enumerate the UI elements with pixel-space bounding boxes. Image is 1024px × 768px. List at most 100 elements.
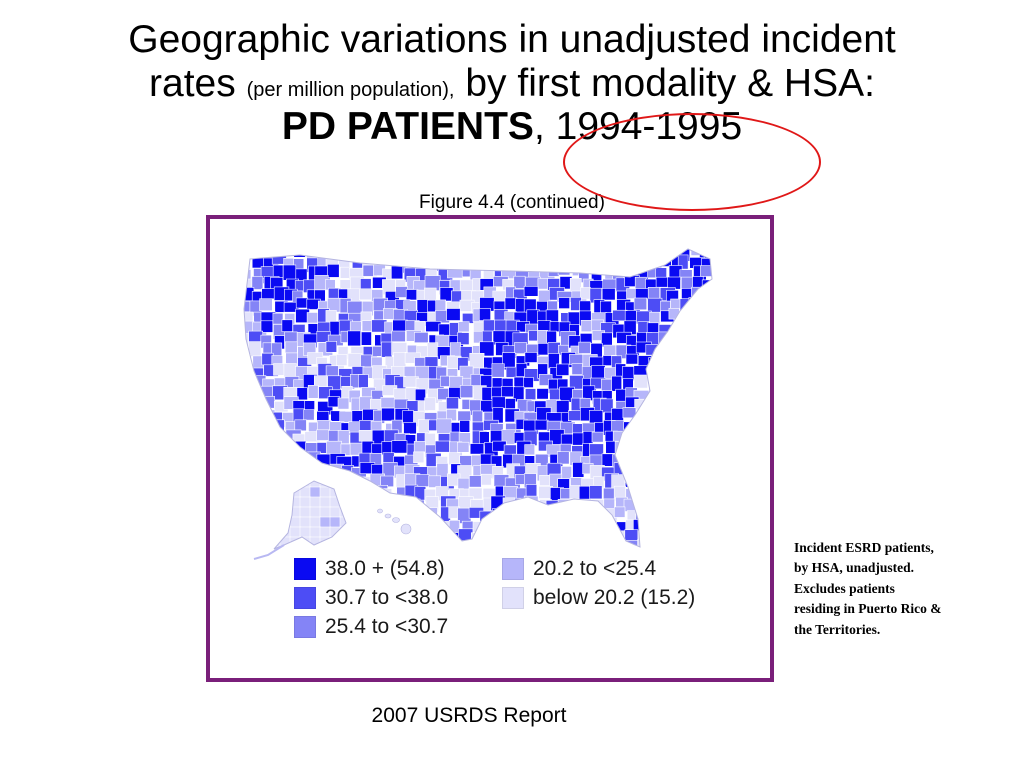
title-line-1: Geographic variations in unadjusted inci… [128,18,896,61]
hsa-region [589,410,604,424]
hsa-region [681,443,693,458]
legend-swatch [294,587,316,609]
hsa-region [512,249,529,255]
hsa-region [262,466,276,479]
hsa-region [556,451,570,465]
hsa-region [436,463,449,478]
hsa-region [580,533,596,546]
hsa-region [450,249,464,257]
legend-swatch [294,558,316,580]
hsa-region [537,343,549,356]
hsa-region [358,374,369,388]
hsa-region [524,352,538,363]
hsa-region [682,366,694,383]
title-rates: rates [149,61,236,105]
hsa-region [259,484,274,500]
hsa-region [710,410,712,422]
hsa-region [413,509,426,524]
hsa-region [714,500,726,512]
hsa-region [339,526,346,539]
hsa-region [350,508,363,525]
hsa-region [603,254,618,268]
hsa-region [637,440,654,456]
hsa-region [571,528,584,544]
hsa-region [271,497,283,513]
hsa-region [459,541,474,547]
hsa-region [634,498,650,510]
hsa-region [677,509,689,524]
hsa-region [286,453,298,467]
hsa-region [350,249,363,262]
legend-label: 25.4 to <30.7 [325,615,449,638]
hsa-region [381,254,396,267]
hsa-region [578,341,591,354]
hsa-region [459,279,474,292]
hsa-region [702,397,712,414]
title-line-3: PD PATIENTS, 1994-1995 [0,105,1024,149]
hsa-region [279,506,292,519]
hsa-region [279,546,292,549]
title-modality: by first modality & HSA: [465,61,875,105]
hsa-region [713,270,725,285]
hsa-region [244,389,253,402]
hsa-region [361,498,373,511]
hsa-region [713,356,725,368]
hsa-region [371,249,383,258]
hsa-region [524,530,537,544]
hsa-region [581,543,597,547]
hsa-region [295,297,309,309]
hsa-region [634,276,647,291]
hsa-region [274,551,289,566]
hsa-region [645,344,659,356]
hsa-region [329,321,341,337]
hsa-region [413,451,425,463]
hsa-region [413,441,426,453]
hsa-region [611,420,625,433]
hsa-region [579,398,591,409]
hsa-region [358,430,375,442]
hsa-region [680,462,694,476]
hsa-region [514,342,527,354]
hsa-region [264,507,276,518]
hsa-region [270,464,285,479]
hsa-region [710,342,712,358]
hsa-region [347,353,363,368]
hsa-region [329,481,342,489]
hsa-region [657,473,672,484]
hsa-region [660,400,674,413]
hsa-region [260,320,274,333]
hsa-region [436,521,450,534]
hsa-region [394,497,408,514]
hsa-region [711,288,712,299]
hsa-region [536,517,548,533]
hsa-region [293,462,307,475]
hsa-region [657,519,674,531]
hsa-region [339,496,351,509]
hsa-region [490,249,506,260]
hsa-region [703,366,712,380]
hsa-region [282,551,293,565]
hsa-region [471,258,483,272]
hsa-region [647,254,664,267]
hsa-region [670,423,686,439]
hsa-region [660,375,673,387]
hsa-region [634,462,650,477]
hsa-region [634,489,650,502]
hsa-region [414,332,429,344]
legend-swatch [294,616,316,638]
hsa-region [284,249,299,256]
hsa-region [691,311,704,325]
hsa-region [659,496,673,508]
hsa-region [468,475,482,488]
hsa-region [647,434,661,445]
hsa-region [632,519,648,532]
hsa-region [681,324,695,337]
map-legend: 38.0 + (54.8) 30.7 to <38.0 25.4 to <30.… [294,557,754,657]
hsa-region [416,299,429,315]
hsa-region [579,254,592,271]
hsa-region [244,487,251,502]
hsa-region [558,518,572,534]
hsa-region [471,410,483,423]
map-frame: 38.0 + (54.8) 30.7 to <38.0 25.4 to <30.… [206,215,774,682]
hsa-region [701,279,712,294]
